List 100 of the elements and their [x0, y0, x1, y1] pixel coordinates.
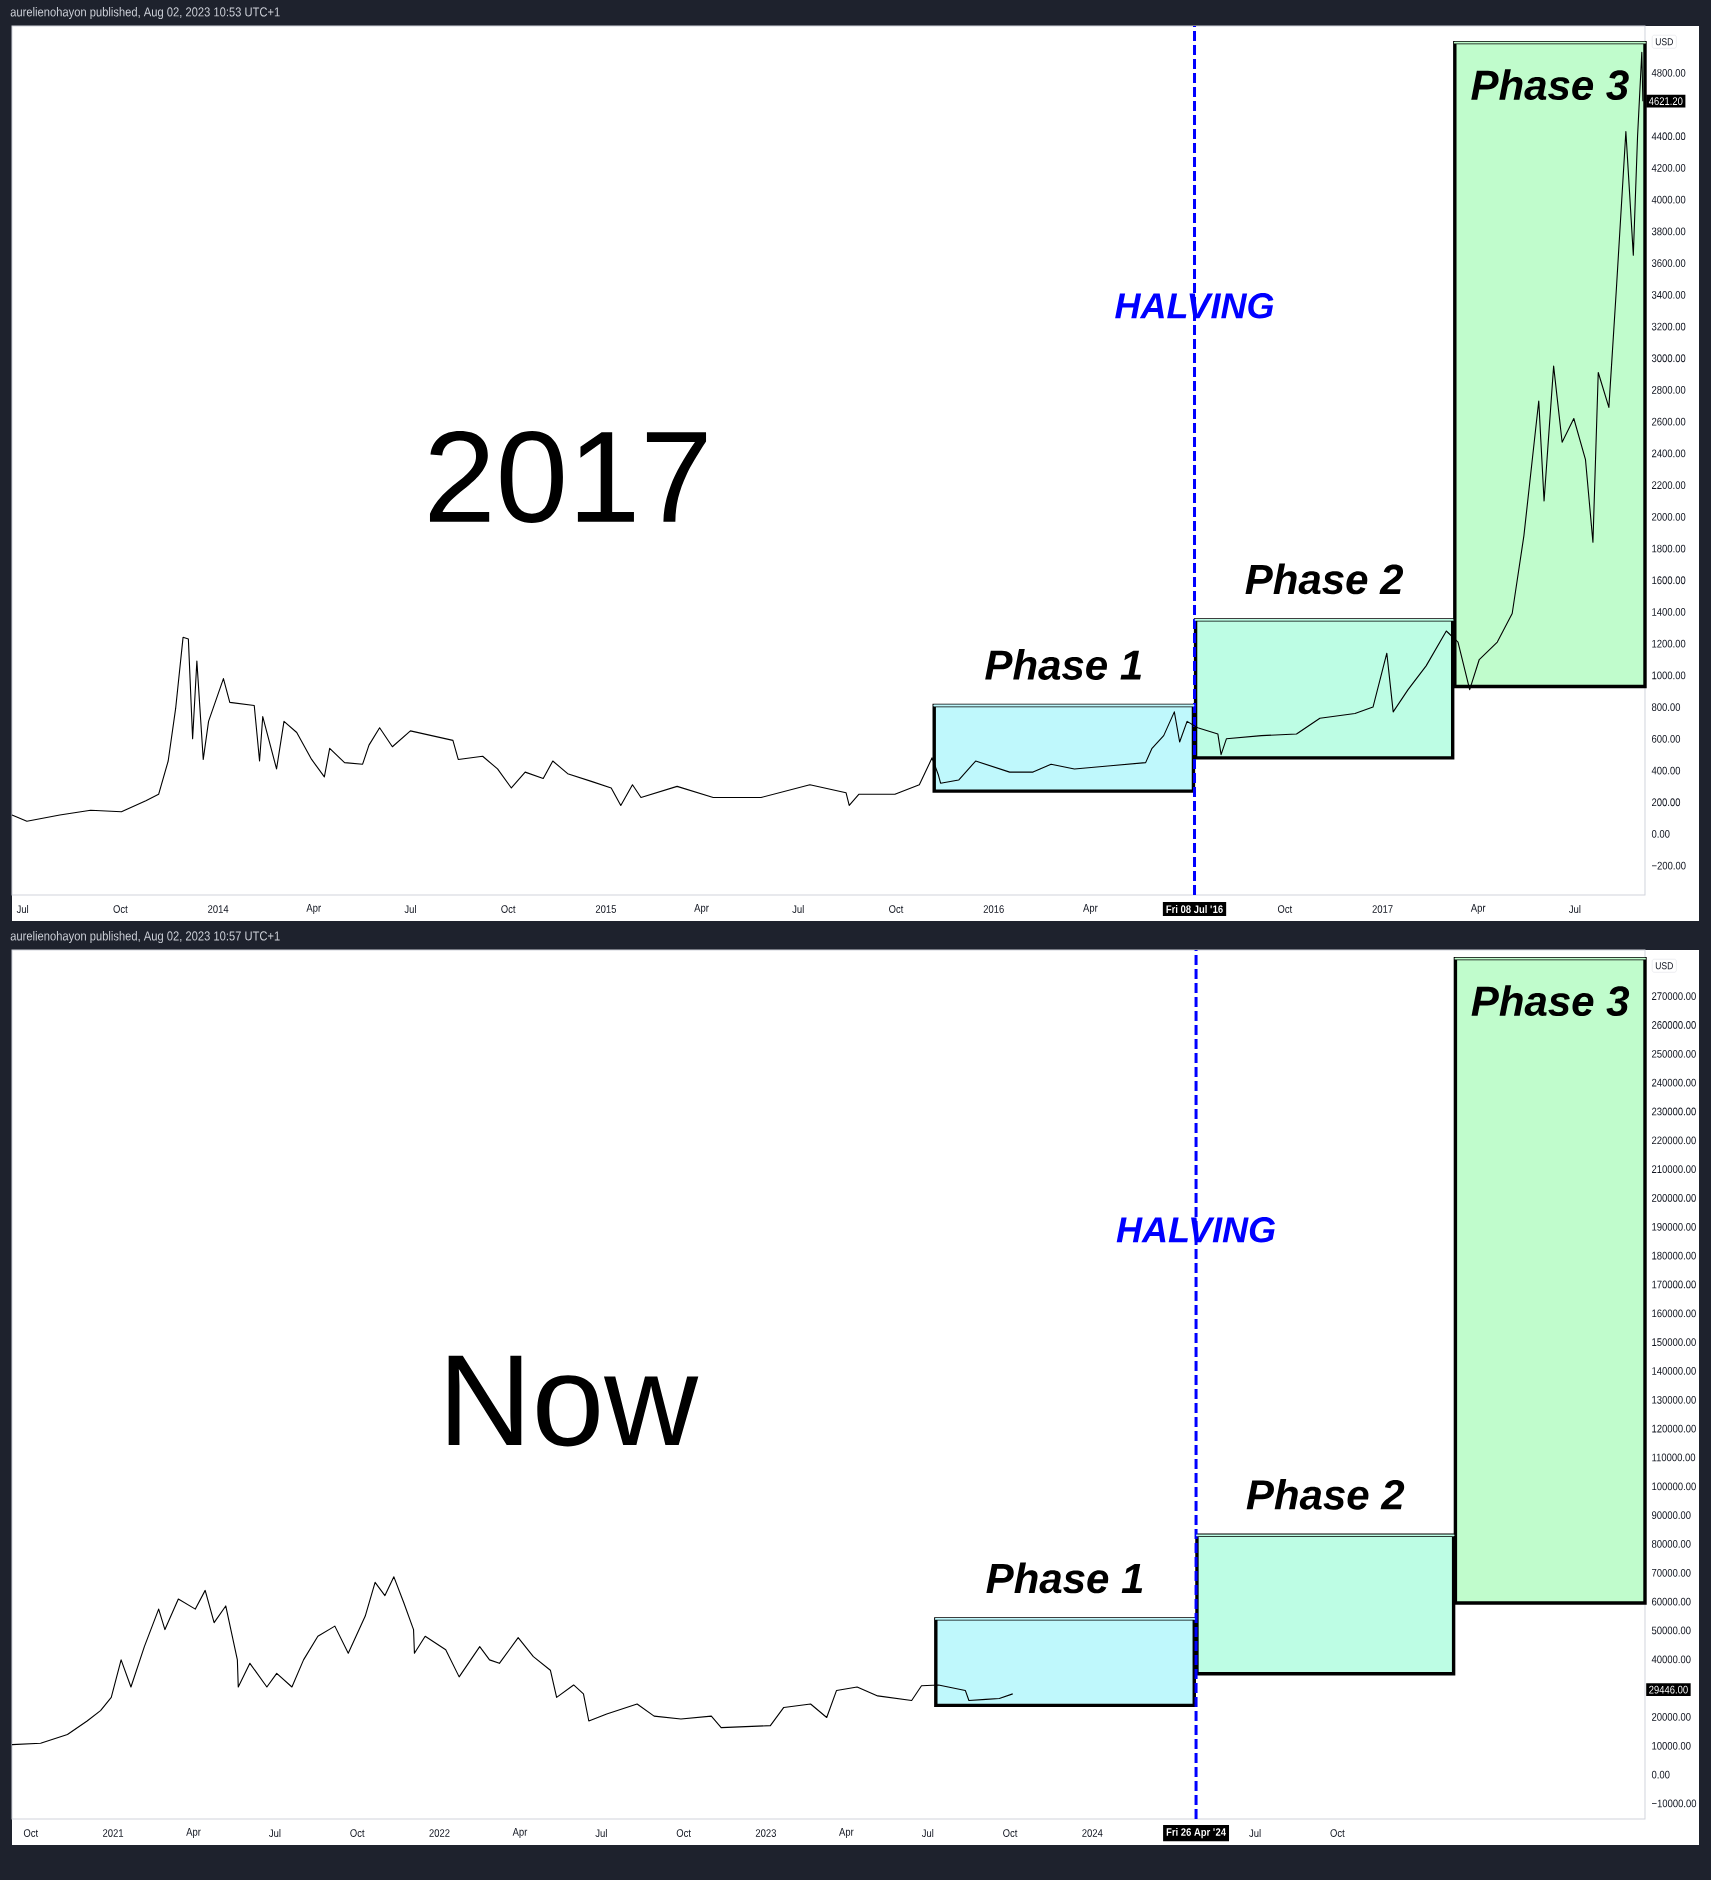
x-tick-label: 2015	[595, 905, 617, 913]
x-tick-label: Oct	[113, 905, 128, 913]
y-tick-label: 250000.00	[1652, 1049, 1696, 1058]
y-tick-label: 1800.00	[1652, 544, 1686, 553]
y-tick-label: 240000.00	[1652, 1078, 1696, 1087]
x-tick-label: Jul	[1568, 904, 1581, 914]
y-tick-label: 90000.00	[1651, 1511, 1691, 1520]
y-tick-label: 2000.00	[1652, 512, 1686, 521]
y-tick-label: 130000.00	[1652, 1395, 1696, 1404]
x-tick-label: Apr	[186, 1828, 201, 1838]
y-tick-label: 10000.00	[1652, 1741, 1691, 1750]
y-tick-label: 140000.00	[1652, 1367, 1696, 1375]
y-tick-label: 4800.00	[1651, 68, 1686, 77]
y-tick-label: 0.00	[1651, 830, 1670, 838]
x-tick-label: Jul	[16, 904, 29, 914]
y-tick-label: 3800.00	[1651, 227, 1686, 236]
x-tick-label: Oct	[889, 905, 904, 913]
y-tick-label: 4621.20	[1648, 97, 1683, 106]
series-label: Phase 1	[985, 649, 1141, 680]
x-tick-label: Oct	[1003, 1829, 1018, 1837]
y-tick-label: 2800.00	[1652, 386, 1686, 394]
text: 2017	[429, 431, 707, 524]
y-tick-label: 3200.00	[1651, 322, 1686, 331]
y-tick-label: 4400.00	[1651, 132, 1686, 141]
y-tick-label: 3400.00	[1651, 290, 1686, 299]
x-tick-label: Jul	[1249, 1828, 1261, 1838]
x-tick-label: Apr	[694, 904, 709, 914]
y-tick-label: −10000.00	[1652, 1799, 1697, 1808]
y-tick-label: 4200.00	[1651, 164, 1686, 172]
text: aurelienohayon published, Aug 02, 2023 10:53 UTC+1	[10, 6, 280, 20]
y-tick-label: 200.00	[1652, 798, 1681, 807]
y-tick-label: 60000.00	[1652, 1597, 1691, 1606]
y-tick-label: 1400.00	[1652, 608, 1686, 616]
x-tick-label: 2021	[103, 1829, 124, 1837]
y-tick-label: 3000.00	[1651, 354, 1686, 363]
y-tick-label: 200000.00	[1652, 1194, 1696, 1202]
text: aurelienohayon published, Aug 02, 2023 10:57 UTC+1	[10, 930, 280, 944]
x-tick-label: Jul	[269, 1828, 281, 1838]
y-tick-label: 4000.00	[1651, 195, 1686, 204]
x-tick-label: Fri 08 Jul '16	[1166, 904, 1223, 914]
y-axis-title: USD	[1655, 38, 1673, 46]
x-tick-label: 2016	[983, 905, 1004, 913]
ref-line-label: HALVING	[1115, 293, 1274, 319]
series-label: Phase 1	[986, 1562, 1143, 1594]
x-tick-label: Oct	[350, 1829, 365, 1837]
x-tick-label: 2022	[429, 1829, 450, 1837]
y-tick-label: 2200.00	[1652, 481, 1686, 489]
y-tick-label: 180000.00	[1652, 1251, 1696, 1260]
y-tick-label: 1200.00	[1652, 639, 1686, 648]
y-tick-label: 190000.00	[1652, 1222, 1696, 1231]
y-tick-label: 20000.00	[1652, 1713, 1691, 1721]
x-tick-label: Apr	[1470, 904, 1486, 914]
y-tick-label: 3600.00	[1651, 259, 1686, 267]
y-tick-label: 600.00	[1652, 734, 1681, 743]
series-label: Phase 3	[1471, 985, 1630, 1017]
x-tick-label: Jul	[792, 904, 804, 914]
y-tick-label: 220000.00	[1652, 1136, 1696, 1145]
y-tick-label: 230000.00	[1652, 1107, 1696, 1116]
x-tick-label: Oct	[1277, 905, 1293, 913]
y-tick-label: −200.00	[1652, 861, 1686, 870]
x-tick-label: 2017	[1372, 905, 1393, 913]
series-label: Phase 2	[1245, 563, 1404, 595]
y-tick-label: 260000.00	[1652, 1021, 1696, 1029]
x-tick-label: Apr	[839, 1828, 854, 1838]
x-tick-label: Jul	[404, 904, 416, 914]
x-tick-label: Oct	[501, 905, 516, 913]
x-tick-label: Oct	[1330, 1829, 1345, 1837]
y-tick-label: 29446.00	[1649, 1685, 1688, 1694]
y-tick-label: 80000.00	[1651, 1540, 1691, 1548]
y-tick-label: 2400.00	[1652, 449, 1686, 458]
y-tick-label: 70000.00	[1652, 1568, 1691, 1577]
x-tick-label: Apr	[512, 1828, 528, 1838]
ref-line-label: HALVING	[1116, 1217, 1275, 1243]
y-tick-label: 120000.00	[1652, 1424, 1696, 1433]
x-tick-label: 2014	[208, 905, 229, 913]
y-tick-label: 100000.00	[1652, 1482, 1696, 1491]
y-tick-label: 0.00	[1651, 1770, 1670, 1779]
x-tick-label: 2024	[1082, 1829, 1103, 1837]
text: Now	[448, 1355, 699, 1447]
series-label: Phase 3	[1471, 69, 1629, 101]
y-tick-label: 270000.00	[1652, 992, 1696, 1001]
x-tick-label: 2023	[755, 1829, 776, 1837]
y-tick-label: 1000.00	[1652, 671, 1686, 680]
x-tick-label: Apr	[306, 904, 321, 914]
y-tick-label: 150000.00	[1652, 1338, 1696, 1347]
y-tick-label: 160000.00	[1652, 1309, 1696, 1318]
x-tick-label: Jul	[595, 1828, 607, 1838]
x-tick-label: Fri 26 Apr '24	[1166, 1827, 1226, 1839]
y-tick-label: 1600.00	[1652, 576, 1686, 585]
x-tick-label: Oct	[23, 1829, 39, 1837]
y-axis-title: USD	[1655, 962, 1673, 970]
y-tick-label: 170000.00	[1652, 1280, 1696, 1289]
x-tick-label: Oct	[676, 1829, 691, 1837]
y-tick-label: 800.00	[1651, 703, 1681, 711]
y-tick-label: 110000.00	[1652, 1453, 1696, 1462]
y-tick-label: 50000.00	[1651, 1626, 1691, 1635]
y-tick-label: 40000.00	[1651, 1655, 1691, 1664]
y-tick-label: 2600.00	[1652, 417, 1686, 426]
x-tick-label: Apr	[1083, 904, 1098, 914]
series-label: Phase 2	[1246, 1478, 1405, 1510]
